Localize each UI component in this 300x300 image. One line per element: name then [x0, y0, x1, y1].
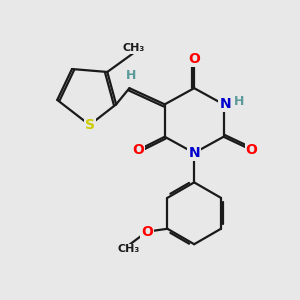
Text: H: H	[126, 69, 136, 82]
Text: S: S	[85, 118, 94, 132]
Text: N: N	[219, 98, 231, 111]
Text: O: O	[246, 143, 257, 157]
Text: O: O	[188, 52, 200, 66]
Text: CH₃: CH₃	[123, 44, 145, 53]
Text: O: O	[132, 143, 144, 157]
Text: H: H	[234, 95, 244, 108]
Text: N: N	[188, 146, 200, 160]
Text: CH₃: CH₃	[118, 244, 140, 254]
Text: O: O	[141, 225, 153, 239]
